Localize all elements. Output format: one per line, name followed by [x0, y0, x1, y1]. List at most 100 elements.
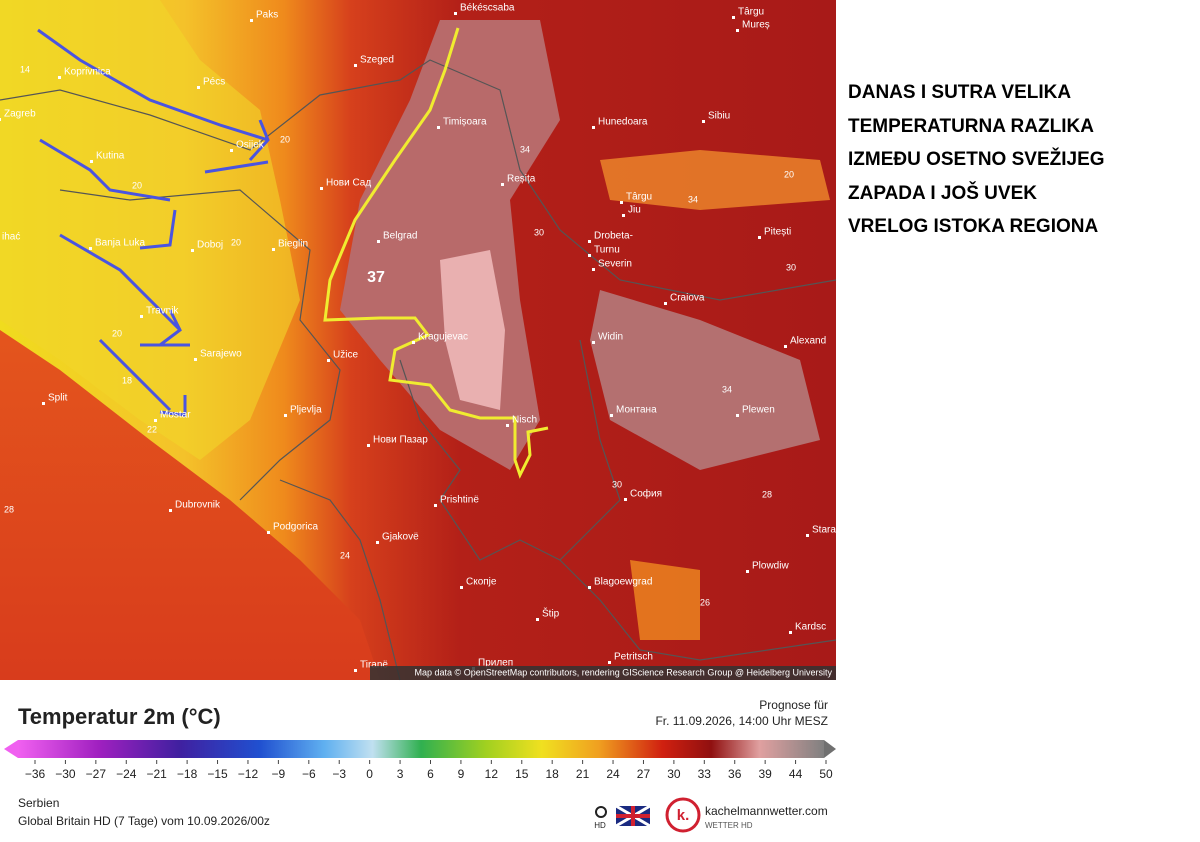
- contour-label: 28: [4, 504, 14, 514]
- city-label: Nisch: [512, 415, 537, 426]
- search-icon: [595, 806, 607, 818]
- contour-label: 18: [122, 375, 132, 385]
- city-label: Kutina: [96, 151, 125, 162]
- city-dot: [90, 160, 93, 163]
- city-dot: [664, 302, 667, 305]
- contour-label: 20: [132, 180, 142, 190]
- footer: Serbien Global Britain HD (7 Tage) vom 1…: [18, 796, 828, 833]
- city-dot: [592, 126, 595, 129]
- divide-line: [323, 27, 549, 479]
- city-label: Mureș: [742, 20, 770, 31]
- tick-label: −36: [25, 767, 46, 781]
- contour-label: 34: [520, 144, 530, 154]
- city-dot: [320, 187, 323, 190]
- border: [399, 339, 621, 561]
- annotation-line: VRELOG ISTOKA REGIONA: [848, 216, 1098, 237]
- contour-label: 28: [762, 489, 772, 499]
- city-dot: [191, 249, 194, 252]
- city-label: Paks: [256, 10, 278, 21]
- contour-labels: 14 20 20 20 20 18 22 34 30 20 34 34 30 28 24 26 30 28: [4, 64, 796, 607]
- city-dot: [140, 315, 143, 318]
- city-label: Osijek: [236, 140, 265, 151]
- city-labels: Békéscsaba Paks Târgu Mureș Koprivnica Pécs Sz…: [0, 3, 836, 672]
- contour-label: 30: [534, 227, 544, 237]
- tick-label: 50: [819, 767, 833, 781]
- cool-area: [0, 0, 300, 460]
- city-dot: [272, 248, 275, 251]
- city-label: Timișoara: [443, 117, 487, 128]
- tick-label: −24: [116, 767, 137, 781]
- forecast-time: Fr. 11.09.2026, 14:00 Uhr MESZ: [655, 714, 828, 728]
- city-label: Zagreb: [4, 109, 36, 120]
- city-label: Pécs: [203, 77, 225, 88]
- tick-label: 12: [485, 767, 499, 781]
- city-label: Split: [48, 393, 68, 404]
- tick-label: 44: [789, 767, 803, 781]
- warm-spot: [630, 560, 700, 640]
- peak-label: 37: [367, 269, 385, 286]
- city-label: Szeged: [360, 55, 394, 66]
- city-dot: [789, 631, 792, 634]
- city-label: Скопје: [466, 577, 497, 588]
- city-label: Bieglin: [278, 239, 308, 250]
- city-label: София: [630, 488, 662, 500]
- arrow: [39, 138, 177, 250]
- city-label: Severin: [598, 259, 632, 270]
- tick-label: 24: [606, 767, 620, 781]
- city-dot: [267, 531, 270, 534]
- city-dot: [501, 183, 504, 186]
- city-dot: [624, 498, 627, 501]
- annotation: DANAS I SUTRA VELIKA TEMPERATURNA RAZLIK…: [848, 82, 1105, 237]
- city-dot: [806, 534, 809, 537]
- city-dot: [434, 504, 437, 507]
- tick-label: 36: [728, 767, 742, 781]
- tick-label: 30: [667, 767, 681, 781]
- city-dot: [412, 341, 415, 344]
- city-dot: [758, 236, 761, 239]
- city-label: Tiranë: [360, 660, 388, 671]
- city-label: Banja Luka: [95, 238, 145, 249]
- city-dot: [58, 76, 61, 79]
- city-label: Stara: [812, 525, 836, 536]
- city-label: Békéscsaba: [460, 3, 515, 14]
- contour-label: 26: [700, 597, 710, 607]
- logo-text: k.: [677, 807, 690, 824]
- city-dot: [367, 444, 370, 447]
- city-dot: [376, 541, 379, 544]
- city-dot: [610, 414, 613, 417]
- city-label: Dubrovnik: [175, 500, 221, 511]
- city-label: Târgu: [738, 7, 764, 18]
- city-dot: [784, 345, 787, 348]
- city-dot: [702, 120, 705, 123]
- city-dot: [89, 247, 92, 250]
- city-dot: [608, 661, 611, 664]
- city-dot: [250, 19, 253, 22]
- tick-label: 21: [576, 767, 590, 781]
- city-dot: [746, 570, 749, 573]
- map: Békéscsaba Paks Târgu Mureș Koprivnica Pécs Sz…: [0, 0, 837, 681]
- city-label: Pitești: [764, 227, 791, 238]
- tick-label: −15: [207, 767, 228, 781]
- annotation-line: IZMEĐU OSETNO SVEŽIJEG: [848, 148, 1105, 170]
- border: [0, 59, 837, 301]
- city-label: Prishtinë: [440, 495, 479, 506]
- city-label: Podgorica: [273, 522, 318, 533]
- city-label: Нови Сад: [326, 178, 371, 189]
- tick-label: −21: [147, 767, 168, 781]
- tick-label: 33: [698, 767, 712, 781]
- city-dot: [169, 509, 172, 512]
- legend-title: Temperatur 2m (°C): [18, 704, 221, 729]
- contour-label: 20: [231, 237, 241, 247]
- border: [59, 189, 341, 501]
- city-label: Koprivnica: [64, 67, 111, 78]
- city-dot: [230, 149, 233, 152]
- contour-label: 30: [786, 262, 796, 272]
- city-dot: [736, 414, 739, 417]
- city-dot: [327, 359, 330, 362]
- city-label: Kragujevac: [418, 332, 468, 343]
- tick-label: −3: [332, 767, 346, 781]
- city-label: Doboj: [197, 240, 223, 251]
- model: Global Britain HD (7 Tage) vom 10.09.202…: [18, 814, 270, 828]
- tick-label: 18: [546, 767, 560, 781]
